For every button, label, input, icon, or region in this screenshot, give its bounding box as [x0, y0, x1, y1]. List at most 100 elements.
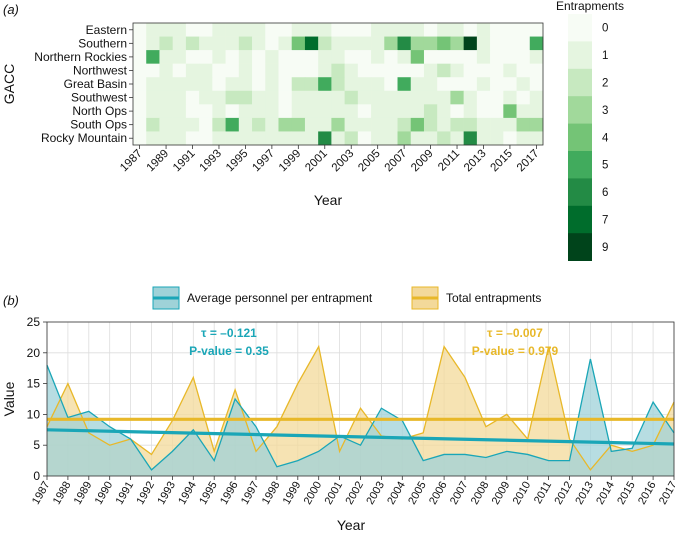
- heatmap-cell: [291, 50, 306, 64]
- x-axis-label: Year: [337, 517, 366, 533]
- heatmap-cell: [225, 104, 240, 119]
- heatmap-cell: [516, 63, 531, 78]
- heatmap-row-label: Eastern: [86, 23, 127, 37]
- heatmap-cell: [172, 36, 187, 51]
- heatmap-cell: [371, 50, 385, 64]
- heatmap-cell: [384, 36, 398, 51]
- heatmap-cell: [423, 90, 438, 105]
- heatmap-cell: [450, 63, 464, 78]
- heatmap-cell: [278, 50, 293, 64]
- heatmap-cell: [371, 104, 385, 119]
- heatmap-cell: [503, 117, 517, 132]
- heatmap-cell: [344, 36, 359, 51]
- heatmap-cell: [490, 63, 504, 78]
- y-tick-label: 15: [27, 377, 41, 391]
- heatmap-cell: [437, 117, 451, 132]
- heatmap-cell: [225, 117, 240, 132]
- heatmap-cell: [199, 90, 213, 105]
- heatmap-cell: [199, 131, 213, 146]
- heatmap-cell: [238, 131, 253, 146]
- heatmap-cell: [199, 104, 213, 119]
- heatmap-cell: [397, 77, 412, 92]
- heatmap-cell: [529, 36, 544, 51]
- legend-swatch: [568, 178, 592, 207]
- heatmap-cell: [146, 117, 160, 132]
- heatmap-cell: [476, 90, 491, 105]
- legend-level-label: 7: [602, 215, 608, 227]
- heatmap-cell: [357, 36, 372, 51]
- heatmap-cell: [331, 77, 345, 92]
- y-tick-label: 0: [33, 469, 40, 483]
- legend-level-label: 6: [602, 187, 608, 199]
- heatmap-cell: [410, 77, 425, 92]
- heatmap-cell: [397, 104, 412, 119]
- heatmap-cell: [516, 131, 531, 146]
- heatmap-cell: [450, 90, 464, 105]
- heatmap-cell: [529, 90, 544, 105]
- heatmap-cell: [516, 23, 531, 37]
- heatmap-cell: [291, 117, 306, 132]
- heatmap-cell: [423, 23, 438, 37]
- x-tick-label: 1992: [134, 480, 157, 507]
- heatmap-cell: [331, 131, 345, 146]
- heatmap-cell: [397, 50, 412, 64]
- heatmap-cell: [331, 23, 345, 37]
- heatmap-cell: [371, 117, 385, 132]
- series-line: [46, 358, 675, 471]
- heatmap-cell: [252, 77, 266, 92]
- heatmap-cell: [344, 104, 359, 119]
- heatmap-cell: [516, 104, 531, 119]
- x-tick-label: 1994: [176, 480, 199, 507]
- heatmap-cell: [159, 90, 173, 105]
- heatmap-cell: [172, 63, 187, 78]
- heatmap-cell: [318, 131, 332, 146]
- heatmap-cell: [265, 36, 279, 51]
- heatmap-cell: [397, 63, 412, 78]
- heatmap-cell: [238, 104, 253, 119]
- heatmap-cell: [490, 77, 504, 92]
- heatmap-cell: [344, 63, 359, 78]
- heatmap-cell: [384, 63, 398, 78]
- heatmap-cell: [238, 117, 253, 132]
- heatmap-cell: [463, 36, 478, 51]
- heatmap-cell: [397, 23, 412, 37]
- heatmap-cell: [437, 90, 451, 105]
- x-tick-label: 2000: [302, 480, 325, 507]
- heatmap-cell: [357, 63, 372, 78]
- x-tick-label: 1989: [72, 480, 95, 507]
- legend-level-label: 0: [602, 23, 608, 35]
- heatmap-cell: [278, 104, 293, 119]
- heatmap-cell: [185, 90, 200, 105]
- heatmap-cell: [371, 77, 385, 92]
- heatmap-cell: [331, 90, 345, 105]
- heatmap-cell: [516, 117, 531, 132]
- heatmap-cell: [331, 63, 345, 78]
- heatmap-cell: [212, 23, 226, 37]
- series-area: [47, 346, 674, 476]
- tau-annotation: τ = –0.121: [201, 326, 257, 340]
- heatmap-cell: [159, 63, 173, 78]
- legend-entry-label: Average personnel per entrapment: [187, 291, 373, 305]
- heatmap-cell: [225, 131, 240, 146]
- heatmap-cell: [331, 36, 345, 51]
- x-tick-label: 2007: [448, 480, 471, 507]
- heatmap-cell: [397, 90, 412, 105]
- trend-line: [46, 428, 675, 446]
- heatmap-cell: [304, 131, 319, 146]
- heatmap-cell: [133, 117, 147, 132]
- heatmap-cell: [529, 131, 544, 146]
- heatmap-cell: [437, 50, 451, 64]
- x-tick-label: 1996: [218, 480, 241, 507]
- p-value-annotation: P-value = 0.979: [472, 344, 559, 358]
- heatmap-cell: [476, 131, 491, 146]
- heatmap-cell: [185, 77, 200, 92]
- heatmap-cell: [252, 90, 266, 105]
- heatmap-row-label: Southern: [78, 36, 127, 50]
- heatmap-cell: [252, 104, 266, 119]
- heatmap-cell: [344, 50, 359, 64]
- y-tick-label: 20: [27, 346, 41, 360]
- heatmap-cell: [529, 23, 544, 37]
- heatmap-cell: [476, 36, 491, 51]
- heatmap-cell: [304, 90, 319, 105]
- heatmap-cell: [357, 77, 372, 92]
